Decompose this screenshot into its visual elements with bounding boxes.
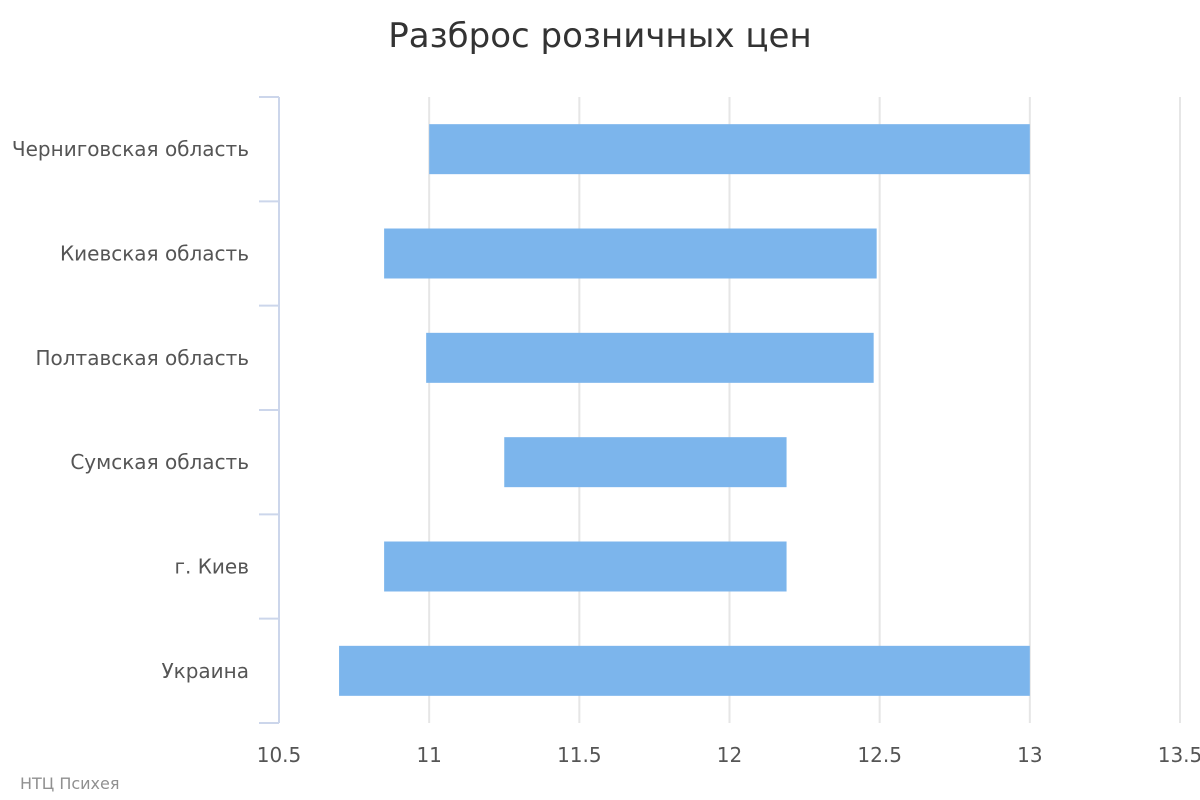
x-tick-label: 12.5 <box>857 743 902 767</box>
range-bar[interactable] <box>504 437 787 488</box>
credits-label[interactable]: НТЦ Психея <box>20 774 119 793</box>
range-bar[interactable] <box>384 228 877 279</box>
range-bar[interactable] <box>384 541 787 592</box>
x-axis-tick-labels: 10.5 11 11.5 12 12.5 13 13.5 <box>257 743 1200 767</box>
category-label: Черниговская область <box>12 137 249 161</box>
category-label: Киевская область <box>60 242 249 266</box>
x-tick-label: 12 <box>717 743 742 767</box>
category-label: Полтавская область <box>35 346 249 370</box>
range-bar[interactable] <box>426 332 874 383</box>
x-tick-label: 11.5 <box>557 743 602 767</box>
category-labels: Черниговская область Киевская область Полт… <box>12 137 249 683</box>
gridlines <box>428 97 1181 723</box>
x-tick-label: 13.5 <box>1158 743 1200 767</box>
bar-group <box>339 124 1030 696</box>
category-axis <box>259 96 280 724</box>
category-label: Сумская область <box>70 450 249 474</box>
category-label: г. Киев <box>174 555 249 579</box>
x-tick-label: 11 <box>416 743 441 767</box>
x-tick-label: 13 <box>1017 743 1042 767</box>
range-bar[interactable] <box>339 645 1030 696</box>
chart-title: Разброс розничных цен <box>388 16 811 56</box>
category-label: Украина <box>161 659 249 683</box>
x-tick-label: 10.5 <box>257 743 302 767</box>
range-bar[interactable] <box>429 124 1030 175</box>
